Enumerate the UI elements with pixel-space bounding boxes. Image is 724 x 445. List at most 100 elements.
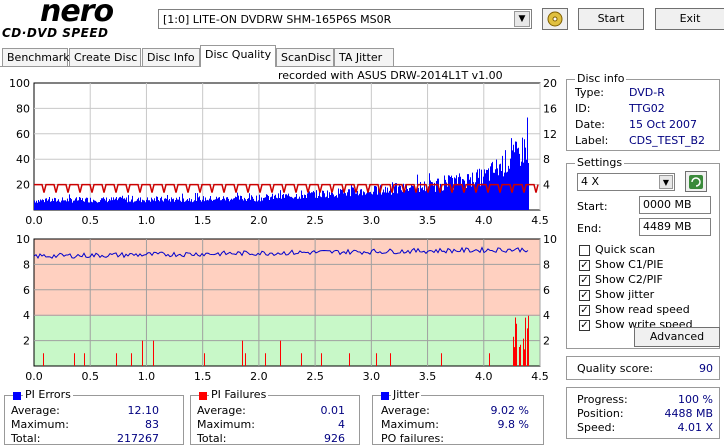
x-tick-label: 0.5 [81, 370, 99, 383]
y-tick-label-right: 10 [543, 233, 557, 246]
drive-select[interactable]: [1:0] LITE-ON DVDRW SHM-165P6S MS0R ▼ [158, 9, 532, 29]
tab-disc-info[interactable]: Disc Info [142, 48, 200, 66]
disc-label-label: Label: [575, 134, 609, 147]
progress-group: Progress: 100 % Position: 4488 MB Speed:… [566, 387, 720, 439]
show-jitter-checkbox[interactable]: ✓ [579, 290, 590, 301]
disc-info-group: Disc info Type: DVD-R ID: TTG02 Date: 15… [566, 72, 720, 151]
chevron-down-icon[interactable]: ▼ [659, 175, 673, 189]
x-tick-label: 2.5 [306, 370, 324, 383]
show-c2-checkbox[interactable]: ✓ [579, 275, 590, 286]
show-write-speed-checkbox[interactable]: ✓ [579, 320, 590, 331]
jitter-group: Jitter Average: 9.02 % Maximum: 9.8 % PO… [372, 388, 544, 445]
quality-charts: 20 40 60 80 100 4 8 12 16 20 0.0 0.5 1.0 1.5 2.0 2.5 3.0… [9, 69, 557, 383]
jitter-title: Jitter [391, 388, 422, 401]
show-read-speed-checkbox[interactable]: ✓ [579, 305, 590, 316]
quality-score-group: Quality score: 90 [566, 356, 720, 380]
exit-button[interactable]: Exit [655, 8, 724, 30]
start-button[interactable]: Start [578, 8, 644, 30]
x-tick-label: 4.0 [475, 214, 493, 227]
y-tick-label-left: 4 [23, 309, 30, 322]
speed-select-value: 4 X [581, 175, 600, 188]
jitter-max: 9.8 % [497, 418, 529, 431]
x-tick-label: 3.0 [363, 214, 381, 227]
start-mb-input[interactable]: 0000 MB [639, 196, 711, 214]
y-tick-label-left: 100 [9, 77, 30, 90]
x-tick-label: 2.0 [250, 214, 268, 227]
x-tick-label: 2.5 [306, 214, 324, 227]
pif-chart-band-high [34, 239, 540, 316]
cd-dvd-speed-logo: CD·DVD SPEED [2, 26, 109, 40]
pi-errors-group: PI Errors Average: 12.10 Maximum: 83 Tot… [4, 388, 184, 445]
quality-score-label: Quality score: [577, 362, 654, 375]
pi-errors-legend-icon [13, 392, 21, 400]
show-read-speed-label: Show read speed [595, 303, 690, 316]
y-tick-label-left: 40 [16, 153, 30, 166]
x-tick-label: 1.0 [138, 370, 156, 383]
jitter-avg-label: Average: [381, 404, 430, 417]
x-tick-label: 0.0 [25, 214, 43, 227]
end-label: End: [577, 222, 602, 235]
jitter-line [33, 246, 529, 260]
position-label: Position: [577, 407, 624, 420]
speed-label: Speed: [577, 421, 616, 434]
eject-refresh-button[interactable] [542, 8, 568, 30]
pi-errors-title: PI Errors [23, 388, 73, 401]
tab-disc-quality[interactable]: Disc Quality [200, 45, 276, 67]
show-c2-label: Show C2/PIF [595, 273, 663, 286]
advanced-button[interactable]: Advanced [634, 327, 720, 347]
progress-value: 100 % [678, 393, 713, 406]
pi-errors-total-label: Total: [11, 432, 41, 445]
pi-failures-legend-icon [199, 392, 207, 400]
jitter-legend-icon [381, 392, 389, 400]
y-tick-label-right: 6 [543, 284, 550, 297]
y-tick-label-right: 4 [543, 179, 550, 192]
tab-create-disc[interactable]: Create Disc [69, 48, 141, 66]
x-tick-label: 3.5 [419, 214, 437, 227]
y-tick-label-left: 80 [16, 102, 30, 115]
quick-scan-label: Quick scan [595, 243, 656, 256]
x-tick-label: 0.5 [81, 214, 99, 227]
y-tick-label-left: 20 [16, 179, 30, 192]
pi-failures-total-label: Total: [197, 432, 227, 445]
pi-failures-max: 4 [338, 418, 345, 431]
show-jitter-label: Show jitter [595, 288, 655, 301]
pif-jitter-chart: 2 4 6 8 10 2 4 6 8 10 0.0 0.5 1.0 1.5 2.0 2.5 3.0 3.5 4.0 4… [16, 233, 557, 383]
jitter-avg: 9.02 % [490, 404, 529, 417]
position-value: 4488 MB [664, 407, 713, 420]
y-tick-label-right: 20 [543, 77, 557, 90]
pi-failures-max-label: Maximum: [197, 418, 255, 431]
disc-date: 15 Oct 2007 [629, 118, 698, 131]
y-tick-label-right: 8 [543, 153, 550, 166]
x-tick-label: 4.5 [531, 370, 549, 383]
tab-ta-jitter[interactable]: TA Jitter [334, 48, 394, 66]
chevron-down-icon[interactable]: ▼ [514, 11, 530, 27]
disc-label: CDS_TEST_B2 [629, 134, 706, 147]
disc-type-label: Type: [575, 86, 604, 99]
pi-errors-max: 83 [145, 418, 159, 431]
y-tick-label-right: 2 [543, 335, 550, 348]
disc-date-label: Date: [575, 118, 605, 131]
y-tick-label-right: 16 [543, 102, 557, 115]
y-tick-label-left: 6 [23, 284, 30, 297]
tab-benchmark[interactable]: Benchmark [2, 48, 70, 66]
disc-info-title: Disc info [575, 72, 627, 85]
speed-select[interactable]: 4 X ▼ [577, 173, 675, 191]
pi-errors-avg-label: Average: [11, 404, 60, 417]
pi-failures-avg: 0.01 [320, 404, 346, 417]
x-tick-label: 3.0 [363, 370, 381, 383]
drive-select-value: [1:0] LITE-ON DVDRW SHM-165P6S MS0R [163, 13, 392, 26]
start-label: Start: [577, 200, 608, 213]
quick-scan-checkbox[interactable] [579, 245, 590, 256]
po-failures-label: PO failures: [381, 432, 444, 445]
nero-logo: nero [40, 0, 114, 29]
tab-scandisc[interactable]: ScanDisc [276, 48, 334, 66]
refresh-speed-button[interactable] [685, 171, 707, 192]
disc-icon [547, 11, 563, 27]
disc-type: DVD-R [629, 86, 665, 99]
x-tick-label: 4.0 [475, 370, 493, 383]
show-c1-checkbox[interactable]: ✓ [579, 260, 590, 271]
x-tick-label: 3.5 [419, 370, 437, 383]
y-tick-label-left: 8 [23, 258, 30, 271]
end-mb-input[interactable]: 4489 MB [639, 218, 711, 236]
y-tick-label-right: 8 [543, 258, 550, 271]
